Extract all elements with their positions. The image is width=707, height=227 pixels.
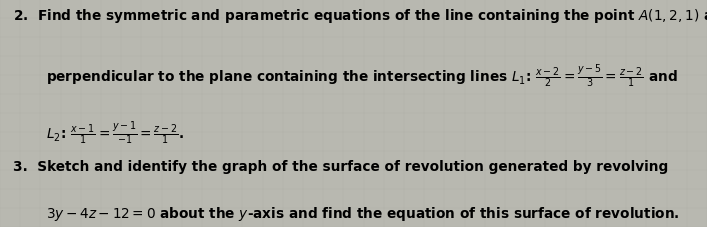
Text: 2.  Find the symmetric and parametric equations of the line containing the point: 2. Find the symmetric and parametric equ… xyxy=(13,7,707,25)
Text: perpendicular to the plane containing the intersecting lines $L_1$: $\frac{x-2}{: perpendicular to the plane containing th… xyxy=(46,64,678,90)
Text: $L_2$: $\frac{x-1}{1} = \frac{y-1}{-1} = \frac{z-2}{1}$.: $L_2$: $\frac{x-1}{1} = \frac{y-1}{-1} =… xyxy=(46,120,184,147)
Text: 3.  Sketch and identify the graph of the surface of revolution generated by revo: 3. Sketch and identify the graph of the … xyxy=(13,159,668,173)
Text: $3y - 4z - 12 = 0$ about the $y$-axis and find the equation of this surface of r: $3y - 4z - 12 = 0$ about the $y$-axis an… xyxy=(46,204,679,222)
